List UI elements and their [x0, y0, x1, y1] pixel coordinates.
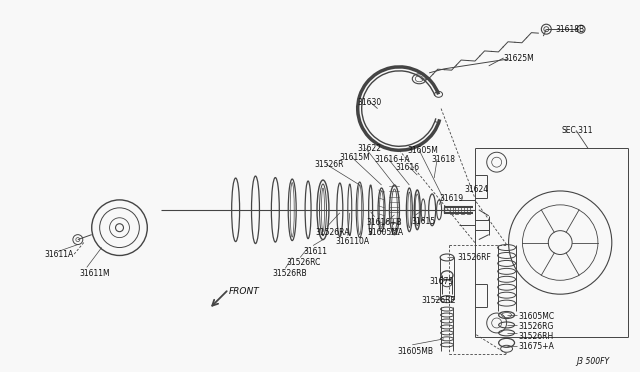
Bar: [449, 206, 452, 214]
Text: 31605MA: 31605MA: [367, 228, 404, 237]
Text: 31625M: 31625M: [504, 54, 534, 63]
Text: 316110A: 316110A: [336, 237, 370, 246]
Text: 31624: 31624: [464, 185, 488, 194]
Bar: [456, 206, 458, 214]
Text: J3 500FY: J3 500FY: [576, 357, 609, 366]
Text: 31616+A: 31616+A: [374, 155, 410, 164]
Text: 31605M: 31605M: [407, 146, 438, 155]
Text: 31526RC: 31526RC: [286, 259, 321, 267]
Text: 31618B: 31618B: [556, 25, 584, 34]
Text: 31611A: 31611A: [44, 250, 74, 259]
Text: 31526RF: 31526RF: [457, 253, 491, 263]
Text: 31619: 31619: [439, 194, 463, 203]
Text: 31618: 31618: [431, 155, 455, 164]
Text: 31615: 31615: [412, 217, 435, 226]
Text: 31526R: 31526R: [314, 160, 344, 169]
Text: 31675: 31675: [429, 277, 453, 286]
Text: 31622: 31622: [358, 144, 381, 153]
Text: 31611: 31611: [303, 247, 327, 256]
Text: 31616: 31616: [396, 163, 420, 172]
Bar: [461, 206, 465, 214]
Text: 31526RA: 31526RA: [315, 228, 349, 237]
Text: 31526RG: 31526RG: [518, 322, 554, 331]
Text: 31611M: 31611M: [80, 269, 111, 278]
Text: 31616+B: 31616+B: [367, 218, 403, 227]
Text: SEC.311: SEC.311: [561, 126, 593, 135]
Text: 31675+A: 31675+A: [518, 342, 554, 351]
Text: FRONT: FRONT: [228, 287, 259, 296]
Text: 31605MC: 31605MC: [518, 312, 555, 321]
Text: 31526RE: 31526RE: [421, 296, 456, 305]
Text: 31526RH: 31526RH: [518, 332, 554, 341]
Bar: [467, 206, 470, 214]
Text: 31526RB: 31526RB: [273, 269, 307, 278]
Text: 31615M: 31615M: [340, 153, 371, 162]
Text: 31630: 31630: [358, 98, 382, 107]
Text: 31605MB: 31605MB: [397, 347, 433, 356]
